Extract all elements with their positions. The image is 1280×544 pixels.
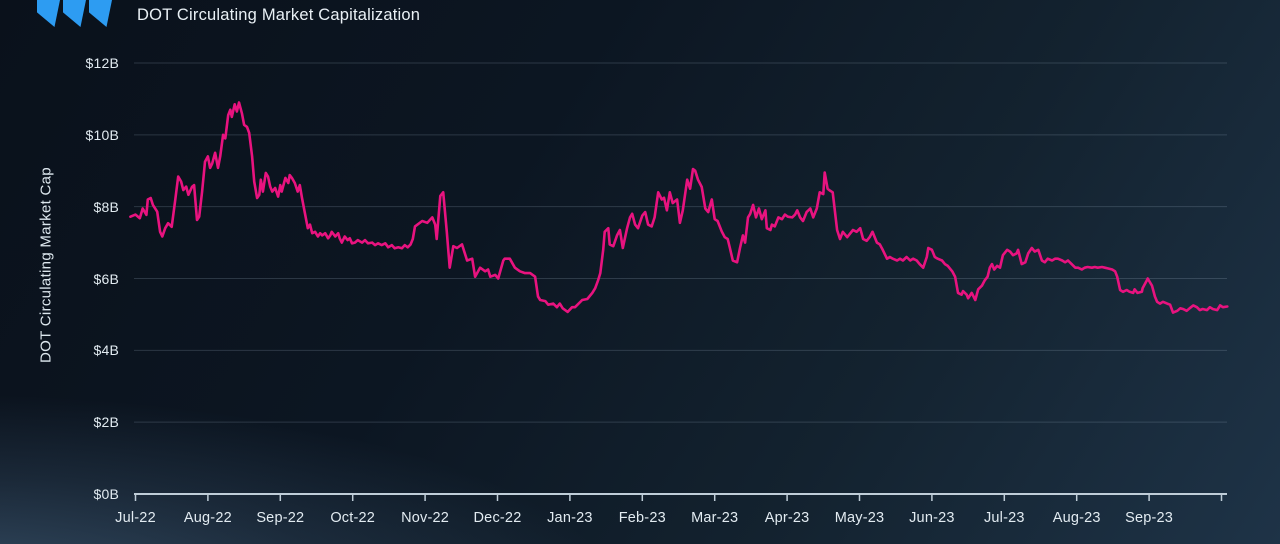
y-tick-label: $0B [93, 486, 119, 502]
x-tick-label: Jan-23 [547, 510, 593, 526]
x-tick-label: Dec-22 [473, 510, 522, 526]
x-tick-label: Mar-23 [691, 510, 739, 526]
y-tick-label: $12B [85, 55, 119, 71]
chart-title: DOT Circulating Market Capitalization [137, 6, 421, 24]
x-tick-label: Jul-23 [983, 510, 1025, 526]
y-tick-label: $6B [93, 270, 119, 287]
x-tick-label: Nov-22 [401, 510, 450, 526]
y-tick-label: $10B [85, 126, 119, 143]
x-tick-label: Feb-23 [618, 510, 666, 526]
y-tick-label: $8B [93, 198, 119, 215]
x-tick-label: Sep-22 [256, 510, 305, 526]
x-tick-label: Aug-22 [183, 510, 232, 526]
x-tick-label: Aug-23 [1052, 510, 1101, 526]
x-tick-label: May-23 [834, 510, 885, 526]
market-cap-line [129, 101, 1229, 314]
x-tick-label: Apr-23 [764, 510, 810, 526]
x-tick-label: Oct-22 [330, 510, 376, 526]
y-tick-label: $2B [93, 414, 119, 431]
x-tick-label: Jul-22 [115, 510, 156, 526]
app-logo [37, 0, 117, 30]
x-tick-label: Sep-23 [1125, 510, 1174, 526]
x-tick-label: Jun-23 [909, 510, 955, 526]
y-tick-label: $4B [93, 342, 119, 359]
